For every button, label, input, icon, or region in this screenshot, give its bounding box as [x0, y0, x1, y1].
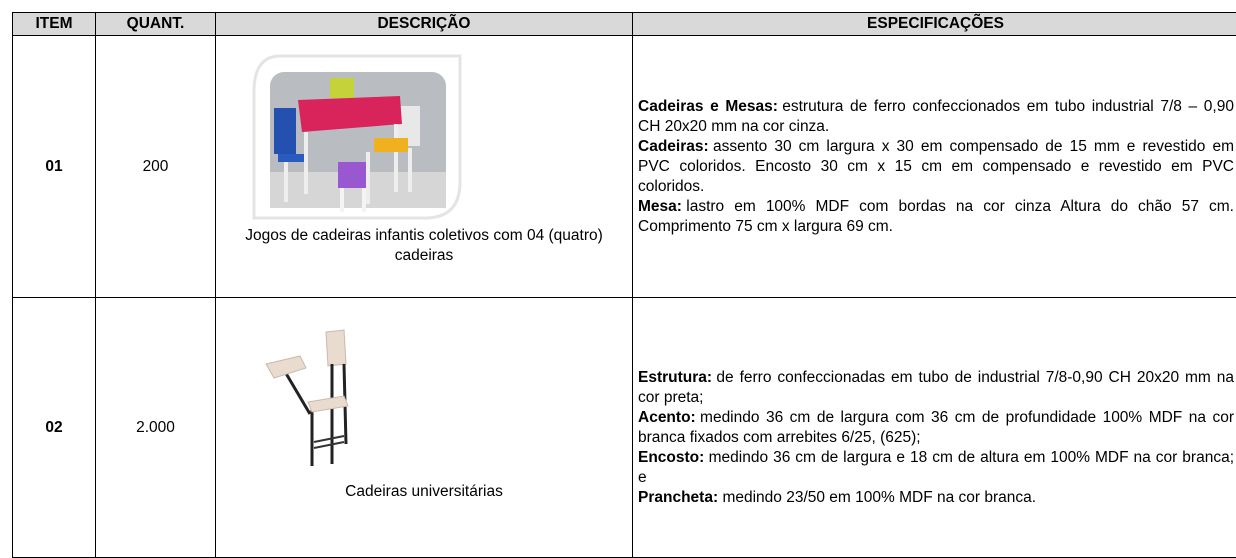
quantity: 200 — [96, 36, 216, 298]
spec-line: Estrutura:de ferro confeccionadas em tub… — [638, 368, 1234, 408]
item-number: 02 — [13, 298, 96, 558]
spec-text: medindo 23/50 em 100% MDF na cor branca. — [722, 489, 1036, 506]
quantity: 2.000 — [96, 298, 216, 558]
description: Jogos de cadeiras infantis coletivos com… — [216, 226, 632, 266]
spec-label: Mesa: — [638, 198, 682, 215]
spec-label: Cadeiras: — [638, 138, 709, 155]
description: Cadeiras universitárias — [216, 482, 632, 502]
item-number: 01 — [13, 36, 96, 298]
spec-line: Prancheta:medindo 23/50 em 100% MDF na c… — [638, 488, 1234, 508]
item-row: 01 200 Jogos de cadeiras infa — [13, 36, 1236, 298]
items-table: ITEM QUANT. DESCRIÇÃO ESPECIFICAÇÕES 01 … — [12, 12, 1236, 558]
spec-line: Cadeiras e Mesas:estrutura de ferro conf… — [638, 97, 1234, 137]
spec-text: lastro em 100% MDF com bordas na cor cin… — [638, 198, 1234, 235]
header-cell: ITEM — [13, 13, 96, 36]
spec-label: Cadeiras e Mesas: — [638, 98, 778, 115]
spec-text: medindo 36 cm de largura com 36 cm de pr… — [638, 409, 1234, 446]
specifications: Estrutura:de ferro confeccionadas em tub… — [633, 298, 1236, 558]
spec-line: Mesa:lastro em 100% MDF com bordas na co… — [638, 197, 1234, 237]
spec-text: assento 30 cm largura x 30 em compensado… — [638, 138, 1234, 195]
spec-line: Encosto:medindo 36 cm de largura e 18 cm… — [638, 448, 1234, 488]
spec-line: Acento:medindo 36 cm de largura com 36 c… — [638, 408, 1234, 448]
spec-label: Prancheta: — [638, 489, 718, 506]
spec-line: Cadeiras:assento 30 cm largura x 30 em c… — [638, 137, 1234, 197]
header-cell: QUANT. — [96, 13, 216, 36]
item-row: 02 2.000 Cadeiras universitárias Estrutu… — [13, 298, 1236, 558]
spec-text: de ferro confeccionadas em tubo de indus… — [638, 369, 1234, 406]
spec-label: Acento: — [638, 409, 696, 426]
description-cell: Cadeiras universitárias — [216, 298, 633, 558]
description-cell: Jogos de cadeiras infantis coletivos com… — [216, 36, 633, 298]
spec-label: Estrutura: — [638, 369, 712, 386]
header-cell: ESPECIFICAÇÕES — [633, 13, 1236, 36]
spec-text: medindo 36 cm de largura e 18 cm de altu… — [638, 449, 1234, 486]
header-row: ITEM QUANT. DESCRIÇÃO ESPECIFICAÇÕES — [13, 13, 1236, 36]
spec-label: Encosto: — [638, 449, 704, 466]
specifications: Cadeiras e Mesas:estrutura de ferro conf… — [633, 36, 1236, 298]
product-photo — [262, 324, 372, 474]
product-photo — [250, 52, 470, 222]
header-cell: DESCRIÇÃO — [216, 13, 633, 36]
